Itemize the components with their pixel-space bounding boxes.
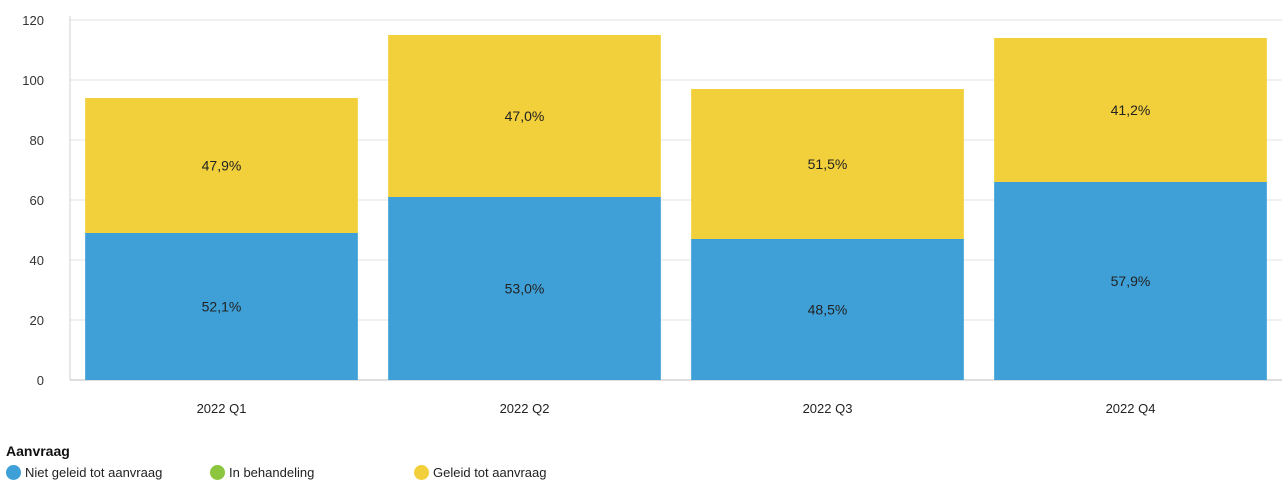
legend-label: Geleid tot aanvraag xyxy=(433,465,547,480)
bar-segment xyxy=(994,38,1267,182)
data-label: 47,0% xyxy=(505,108,545,124)
x-tick-label: 2022 Q2 xyxy=(500,401,550,416)
data-label: 47,9% xyxy=(202,158,242,174)
legend-item[interactable]: Geleid tot aanvraag xyxy=(414,465,546,480)
data-label: 57,9% xyxy=(1111,273,1151,289)
data-label: 51,5% xyxy=(808,156,848,172)
legend-swatch xyxy=(414,465,429,480)
legend-items: Niet geleid tot aanvraag In behandeling Ge… xyxy=(6,465,546,485)
stacked-bar-chart: 0 20 40 60 80 100 120 52,1% 47,9% 2022 Q1 53,0% 47,… xyxy=(22,13,1282,416)
legend: Aanvraag Niet geleid tot aanvraag In beha… xyxy=(6,443,546,485)
legend-swatch xyxy=(6,465,21,480)
y-tick-label: 60 xyxy=(30,193,44,208)
y-tick-label: 40 xyxy=(30,253,44,268)
x-tick-label: 2022 Q3 xyxy=(803,401,853,416)
bar-segment xyxy=(691,239,964,380)
bar-segment xyxy=(994,182,1267,380)
y-tick-label: 0 xyxy=(37,373,44,388)
data-label: 41,2% xyxy=(1111,102,1151,118)
data-label: 48,5% xyxy=(808,302,848,318)
x-tick-label: 2022 Q4 xyxy=(1106,401,1156,416)
y-tick-label: 80 xyxy=(30,133,44,148)
bar-segment xyxy=(85,98,358,233)
y-tick-label: 20 xyxy=(30,313,44,328)
bar-segment xyxy=(85,233,358,380)
legend-swatch xyxy=(210,465,225,480)
legend-label: In behandeling xyxy=(229,465,315,480)
legend-item[interactable]: In behandeling xyxy=(210,465,314,480)
data-label: 53,0% xyxy=(505,281,545,297)
data-label: 52,1% xyxy=(202,299,242,315)
x-tick-label: 2022 Q1 xyxy=(197,401,247,416)
legend-item[interactable]: Niet geleid tot aanvraag xyxy=(6,465,162,480)
bar-segment xyxy=(388,197,661,380)
y-tick-label: 100 xyxy=(22,73,44,88)
y-tick-label: 120 xyxy=(22,13,44,28)
legend-label: Niet geleid tot aanvraag xyxy=(25,465,163,480)
legend-title: Aanvraag xyxy=(6,443,70,459)
bar-segment xyxy=(691,89,964,239)
bar-segment xyxy=(388,35,661,197)
